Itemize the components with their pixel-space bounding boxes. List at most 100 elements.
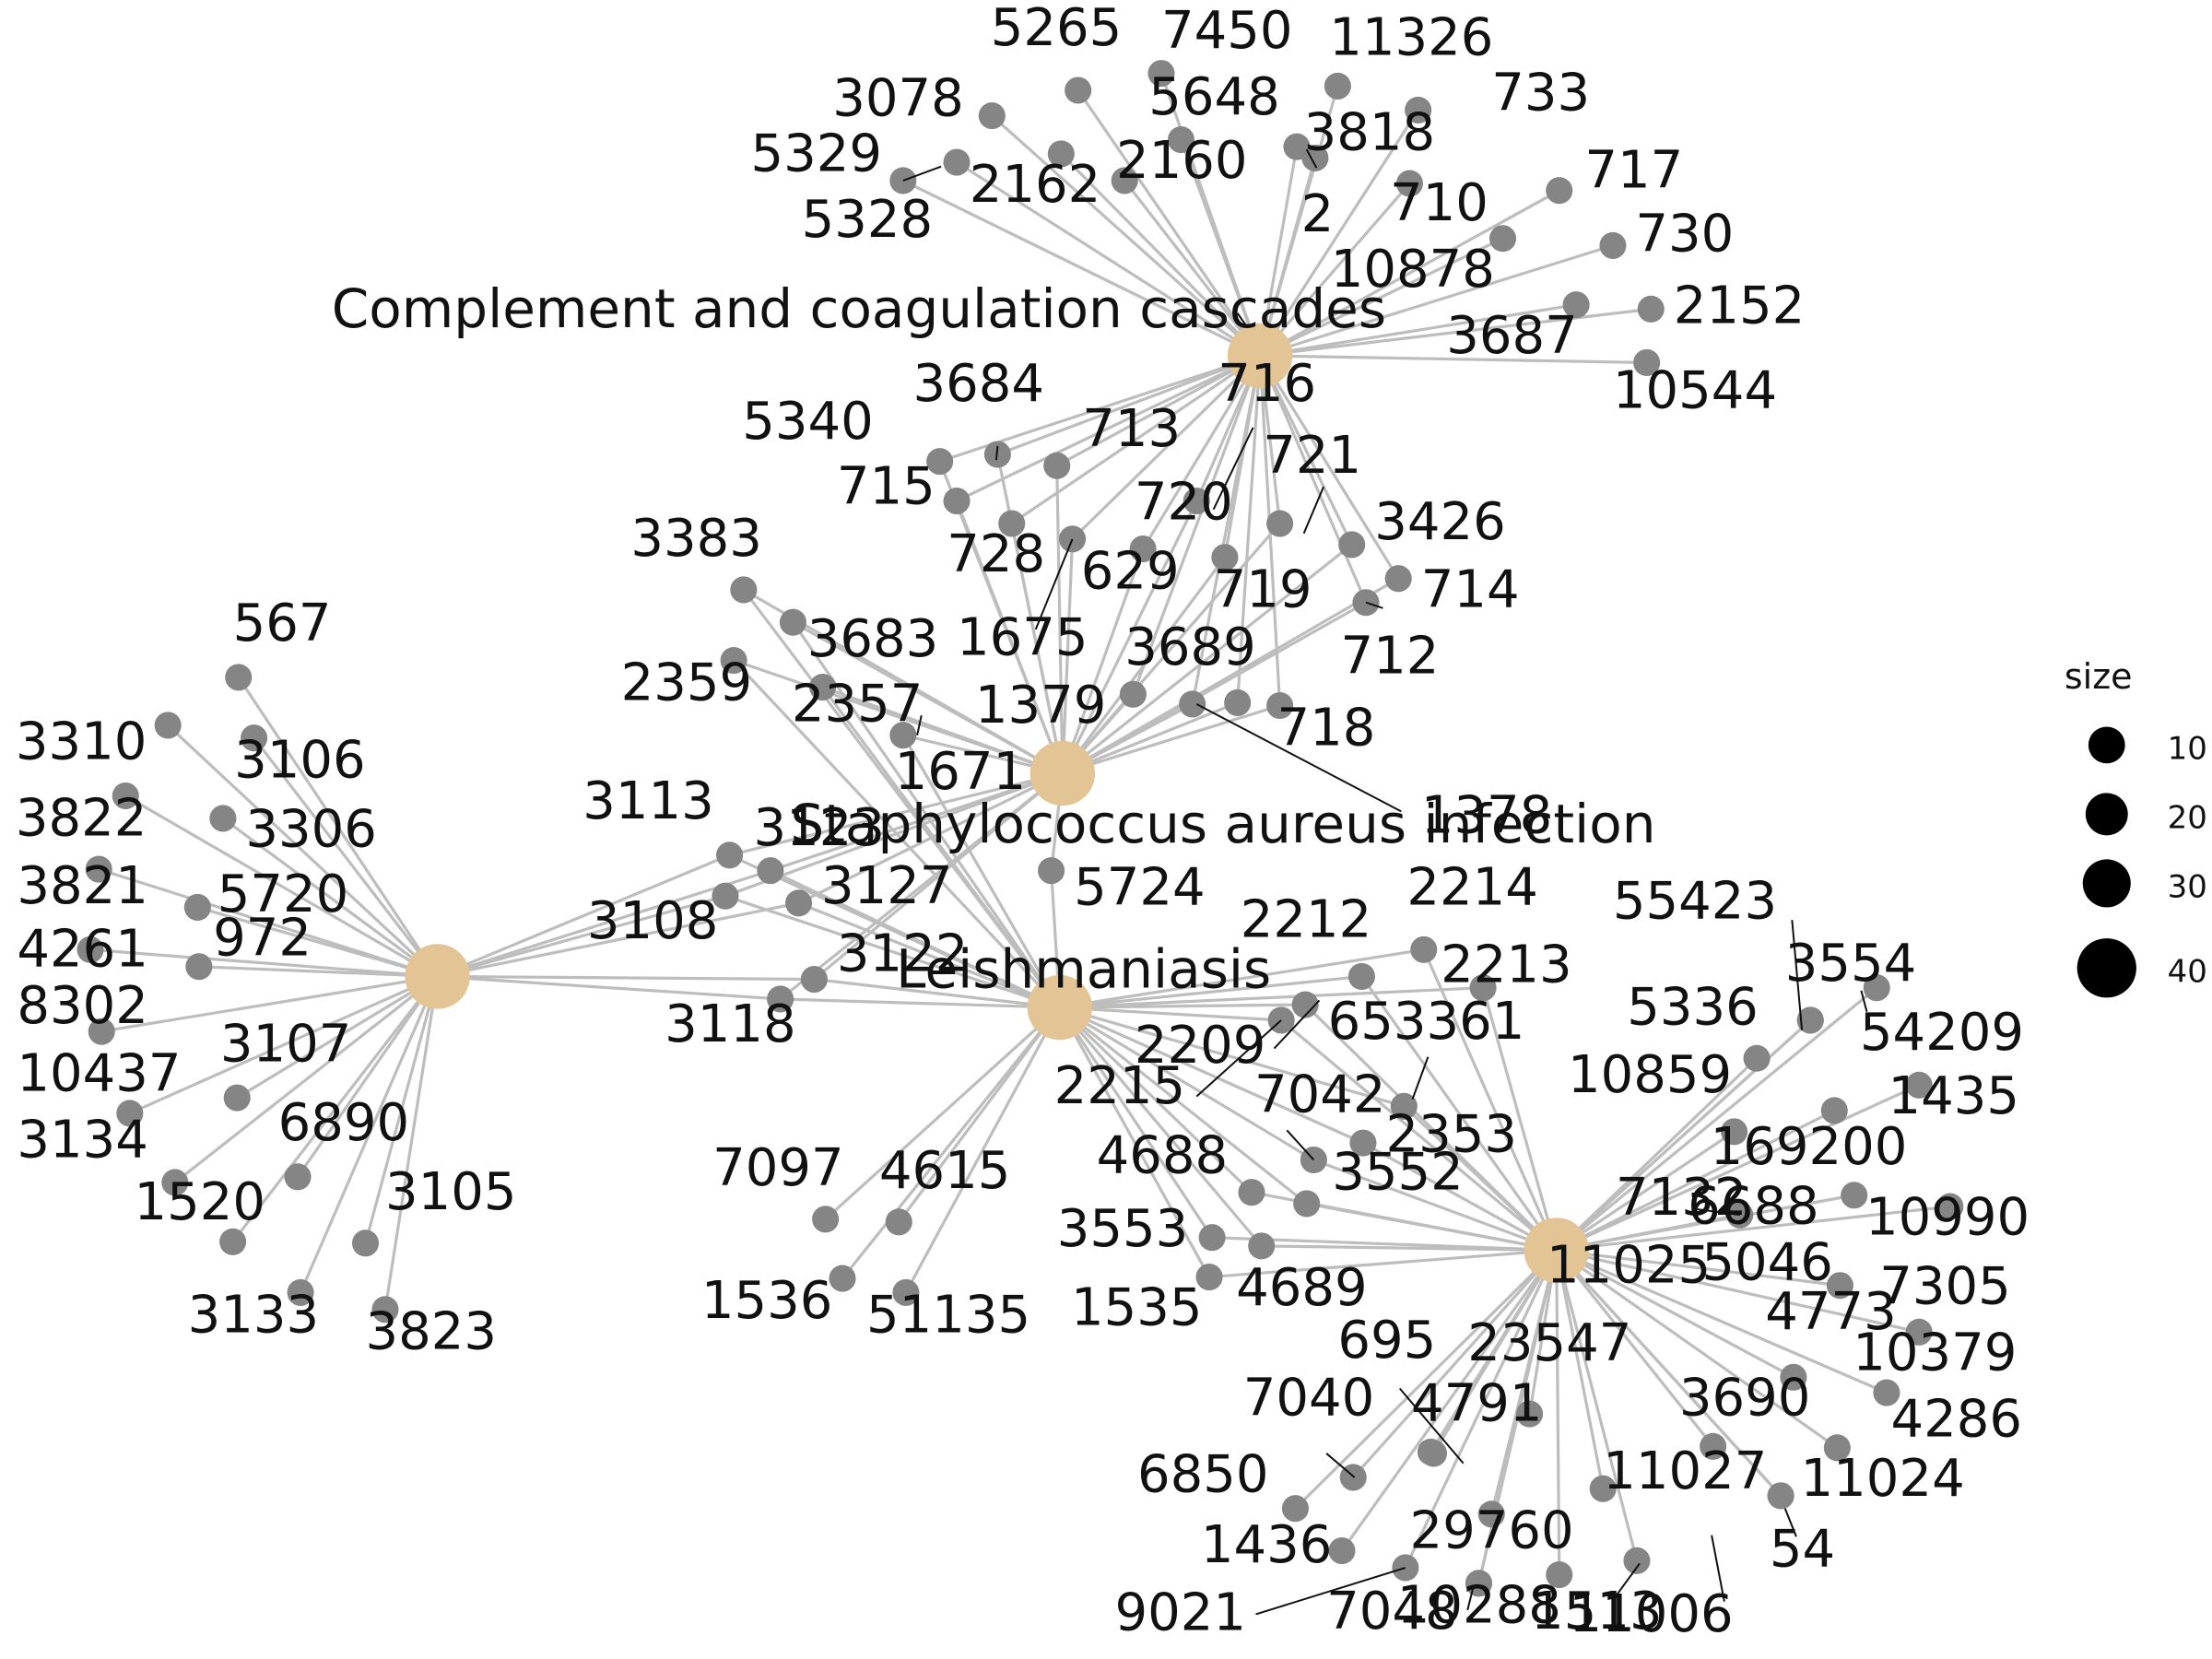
gene-node (1293, 1190, 1321, 1218)
edge (1555, 1057, 1759, 1252)
gene-label: 3113 (582, 771, 714, 831)
gene-label: 3078 (832, 69, 964, 129)
gene-node (1820, 1097, 1848, 1124)
edge (196, 905, 439, 978)
gene-label: 629 (1081, 541, 1180, 601)
gene-node (1182, 487, 1210, 515)
gene-label: 567 (233, 594, 332, 653)
gene-label: 7097 (712, 1138, 844, 1198)
gene-label: 51135 (866, 1285, 1030, 1345)
gene-node (712, 882, 739, 910)
gene-label: 10288 (1397, 1576, 1561, 1636)
edge (814, 977, 1060, 1009)
gene-label: 1379 (975, 676, 1107, 735)
gene-label: 3383 (630, 509, 762, 569)
legend-swatch (2082, 859, 2131, 908)
edge (956, 354, 1261, 502)
gene-label: 3684 (913, 354, 1045, 414)
gene-node (1047, 140, 1075, 168)
gene-node (1281, 1495, 1310, 1523)
gene-label: 5329 (750, 124, 882, 183)
edge (1555, 1130, 1735, 1252)
gene-node (284, 1163, 312, 1191)
gene-node (1211, 544, 1239, 571)
gene-label: 733 (1491, 63, 1590, 123)
gene-node (889, 167, 917, 194)
gene-node (1623, 1547, 1651, 1574)
edge (1055, 465, 1065, 774)
gene-node (1562, 291, 1590, 319)
gene-label: 9021 (1114, 1583, 1246, 1642)
gene-node (1324, 72, 1351, 100)
edge (1059, 947, 1425, 1009)
category-node (405, 944, 470, 1009)
edge (100, 974, 438, 1033)
label-leader (1302, 486, 1324, 535)
edge (1422, 948, 1559, 1252)
gene-node (371, 1296, 399, 1324)
gene-node (1392, 1554, 1419, 1582)
gene-node (1119, 680, 1147, 708)
gene-node (720, 646, 747, 675)
edge (1555, 1249, 1783, 1497)
gene-label: 10437 (17, 1043, 181, 1103)
edge (1061, 543, 1353, 775)
gene-label: 5340 (742, 392, 874, 452)
gene-label: 2162 (970, 155, 1101, 215)
gene-node (1546, 1561, 1573, 1589)
edge (167, 724, 439, 978)
gene-label: 719 (1214, 559, 1312, 619)
edge (779, 771, 1064, 1001)
edge (1010, 523, 1065, 774)
edge (231, 975, 439, 1243)
gene-node (1905, 1318, 1933, 1346)
gene-node (943, 487, 971, 515)
gene-node (219, 1228, 247, 1255)
label-leader (1466, 1587, 1475, 1611)
legend-label: 30 (2168, 869, 2207, 906)
label-leader (994, 445, 999, 461)
edge (296, 975, 439, 1178)
edge (1556, 1248, 1841, 1288)
edge (1304, 1003, 1558, 1252)
gene-label: 7305 (1879, 1257, 2011, 1317)
edge (1259, 189, 1560, 358)
gene-label: 7450 (1161, 1, 1293, 61)
gene-label: 1513 (1531, 1582, 1663, 1641)
gene-label: 2160 (1116, 131, 1248, 191)
gene-label: 714 (1421, 559, 1520, 619)
edge (1062, 703, 1281, 775)
gene-node (785, 889, 813, 917)
gene-label: 3821 (17, 856, 148, 916)
gene-label: 2353 (1385, 1104, 1517, 1164)
edge (1258, 355, 1354, 546)
label-leader (1195, 1019, 1282, 1098)
edge (1059, 1006, 1364, 1145)
gene-node (889, 722, 917, 749)
gene-node (779, 608, 806, 636)
edge (1556, 1083, 1920, 1252)
edge (1010, 354, 1262, 525)
gene-label: 715 (837, 457, 935, 517)
gene-node (1266, 691, 1294, 720)
gene-node (1873, 1379, 1900, 1406)
gene-node (1065, 76, 1092, 104)
category-label: Leishmaniasis (896, 938, 1271, 1001)
edge (1555, 986, 1878, 1252)
gene-label: 1671 (895, 742, 1027, 802)
gene-label: 717 (1584, 141, 1683, 201)
edge (792, 620, 1064, 775)
gene-label: 710 (1390, 173, 1488, 233)
gene-node (885, 1208, 912, 1236)
edge (821, 686, 1062, 1009)
legend-label: 40 (2168, 954, 2207, 991)
edge (1059, 986, 1484, 1009)
label-leader (1255, 1566, 1406, 1616)
gene-node (1395, 170, 1424, 197)
edge (1294, 1249, 1558, 1510)
label-leader (1612, 1562, 1641, 1601)
gene-node (715, 841, 744, 869)
edge (1555, 1250, 1561, 1575)
gene-node (116, 1100, 144, 1127)
